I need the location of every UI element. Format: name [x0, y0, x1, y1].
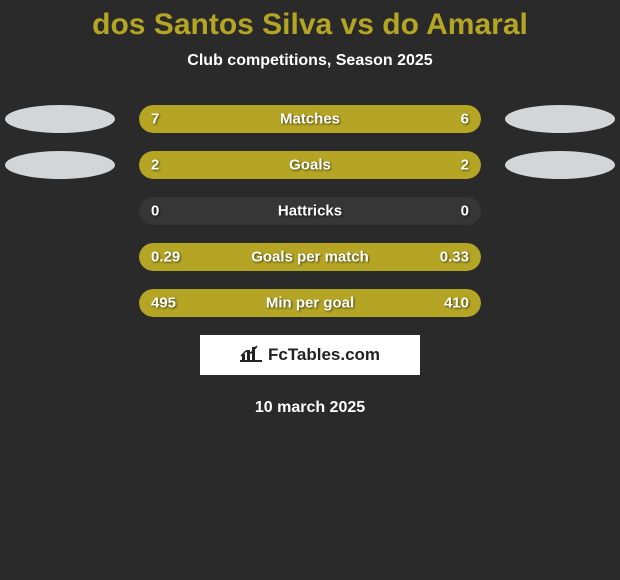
stat-row: 0 0 Hattricks: [0, 197, 620, 225]
stat-bar: 0 0 Hattricks: [139, 197, 481, 225]
stat-bar: 2 2 Goals: [139, 151, 481, 179]
page-subtitle: Club competitions, Season 2025: [0, 52, 620, 70]
stat-row: 2 2 Goals: [0, 151, 620, 179]
stat-row: 495 410 Min per goal: [0, 289, 620, 317]
stat-row: 7 6 Matches: [0, 105, 620, 133]
stat-bar: 495 410 Min per goal: [139, 289, 481, 317]
brand-text: FcTables.com: [268, 345, 380, 365]
stat-value-right: 0.33: [440, 249, 469, 266]
stat-bar: 7 6 Matches: [139, 105, 481, 133]
stat-value-left: 2: [151, 157, 159, 174]
player-left-ellipse: [5, 151, 115, 179]
date-line: 10 march 2025: [0, 399, 620, 417]
brand-box: FcTables.com: [200, 335, 420, 375]
stat-value-right: 6: [461, 111, 469, 128]
player-right-ellipse: [505, 151, 615, 179]
stat-label: Goals: [289, 157, 331, 174]
page-title: dos Santos Silva vs do Amaral: [0, 8, 620, 42]
stat-value-left: 0: [151, 203, 159, 220]
bar-right-fill: [324, 105, 481, 133]
stat-label: Matches: [280, 111, 340, 128]
stat-value-right: 410: [444, 295, 469, 312]
stat-row: 0.29 0.33 Goals per match: [0, 243, 620, 271]
bar-right-fill: [310, 151, 481, 179]
stats-area: 7 6 Matches 2 2 Goals 0 0 Hattricks 0.29 0.33 Goals…: [0, 105, 620, 317]
player-left-ellipse: [5, 105, 115, 133]
chart-icon: [240, 344, 262, 367]
player-right-ellipse: [505, 105, 615, 133]
stat-label: Hattricks: [278, 203, 342, 220]
stat-bar: 0.29 0.33 Goals per match: [139, 243, 481, 271]
stat-value-left: 0.29: [151, 249, 180, 266]
stat-label: Min per goal: [266, 295, 354, 312]
stat-label: Goals per match: [251, 249, 369, 266]
stat-value-right: 0: [461, 203, 469, 220]
bar-left-fill: [139, 151, 310, 179]
stat-value-left: 7: [151, 111, 159, 128]
stat-value-right: 2: [461, 157, 469, 174]
comparison-container: dos Santos Silva vs do Amaral Club compe…: [0, 0, 620, 417]
stat-value-left: 495: [151, 295, 176, 312]
